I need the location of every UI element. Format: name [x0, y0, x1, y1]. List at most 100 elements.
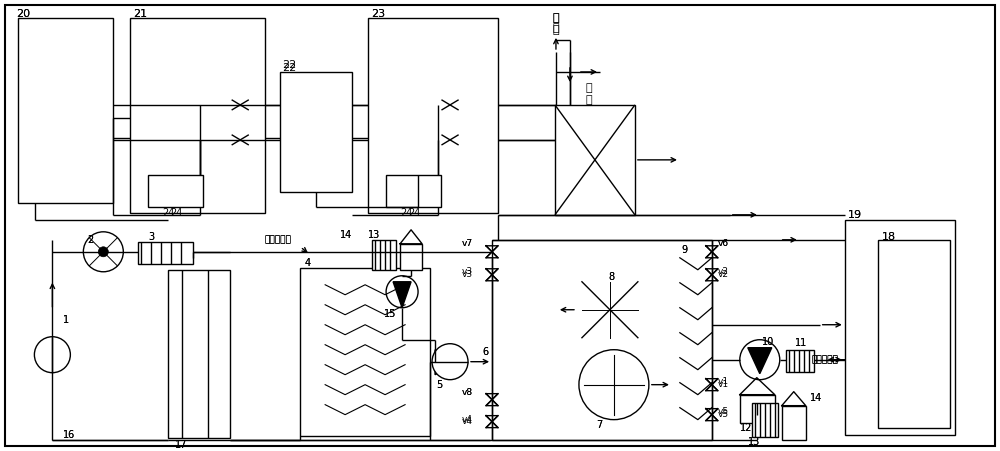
Text: 16: 16	[63, 430, 76, 440]
Text: 15: 15	[384, 309, 396, 319]
Text: v2: v2	[718, 270, 729, 279]
Bar	[786, 350, 814, 372]
Circle shape	[98, 247, 108, 257]
Text: 4: 4	[304, 258, 310, 268]
Bar	[878, 240, 950, 428]
Text: v6: v6	[718, 239, 729, 249]
Text: 1: 1	[63, 315, 69, 325]
Bar	[492, 240, 712, 440]
Bar	[18, 18, 113, 203]
Text: 24: 24	[408, 208, 420, 218]
Text: v5: v5	[718, 407, 729, 416]
Text: 5: 5	[436, 380, 442, 390]
Text: v1: v1	[718, 377, 729, 386]
Circle shape	[432, 344, 468, 380]
Text: v1: v1	[718, 380, 729, 389]
Text: 6: 6	[482, 347, 488, 357]
Circle shape	[579, 350, 649, 419]
Polygon shape	[748, 348, 772, 374]
Text: 22: 22	[282, 60, 296, 70]
Text: 4: 4	[304, 258, 310, 268]
Text: 自来水供水: 自来水供水	[812, 355, 839, 364]
Text: 17: 17	[175, 440, 188, 450]
Text: 13: 13	[368, 230, 380, 240]
Text: 10: 10	[762, 337, 774, 347]
Text: 6: 6	[482, 347, 488, 357]
Bar	[148, 175, 203, 207]
Text: 24: 24	[400, 208, 412, 218]
Text: 电: 电	[586, 83, 592, 93]
Circle shape	[386, 276, 418, 308]
Text: 3: 3	[148, 232, 154, 242]
Text: 17: 17	[175, 440, 188, 450]
Text: v8: v8	[462, 388, 473, 397]
Text: 9: 9	[682, 245, 688, 255]
Text: 自来水供水: 自来水供水	[264, 235, 291, 244]
Text: 12: 12	[740, 423, 752, 433]
Text: 19: 19	[848, 210, 862, 220]
Text: 电: 电	[553, 13, 559, 23]
Text: v3: v3	[462, 267, 473, 276]
Circle shape	[740, 340, 780, 380]
Text: 20: 20	[16, 9, 31, 19]
Text: 12: 12	[740, 423, 752, 433]
Bar	[752, 403, 778, 437]
Text: 1: 1	[63, 315, 69, 325]
Bar	[845, 220, 955, 435]
Text: 网: 网	[553, 23, 559, 33]
Text: 2: 2	[87, 235, 94, 245]
Bar	[130, 18, 265, 213]
Text: 9: 9	[682, 245, 688, 255]
Text: 13: 13	[748, 437, 760, 446]
Text: 11: 11	[795, 338, 807, 348]
Bar	[372, 240, 396, 270]
Text: v7: v7	[462, 239, 473, 249]
Text: 3: 3	[148, 232, 154, 242]
Text: 池: 池	[586, 95, 592, 105]
Text: 19: 19	[848, 210, 862, 220]
Text: 15: 15	[384, 309, 396, 319]
Text: v8: v8	[462, 388, 473, 397]
Text: 24: 24	[162, 208, 175, 218]
Text: v4: v4	[462, 417, 473, 426]
Bar	[400, 244, 422, 270]
Bar	[555, 105, 635, 215]
Polygon shape	[435, 350, 460, 375]
Text: 7: 7	[596, 419, 602, 430]
Text: 2: 2	[87, 235, 94, 245]
Circle shape	[83, 232, 123, 272]
Text: 10: 10	[762, 337, 774, 347]
Text: 自来水供水: 自来水供水	[812, 355, 839, 364]
Bar	[168, 270, 230, 437]
Text: 13: 13	[748, 437, 760, 446]
Text: 18: 18	[882, 232, 896, 242]
Circle shape	[34, 337, 70, 373]
Text: 网: 网	[553, 25, 559, 35]
Bar	[138, 242, 193, 264]
Text: v7: v7	[462, 239, 473, 249]
Text: 14: 14	[340, 230, 352, 240]
Text: 21: 21	[133, 9, 147, 19]
Text: v2: v2	[718, 267, 729, 276]
Text: 14: 14	[810, 393, 822, 403]
Text: v3: v3	[462, 270, 473, 279]
Text: 11: 11	[795, 338, 807, 348]
Text: 22: 22	[282, 63, 296, 73]
Text: 13: 13	[368, 230, 380, 240]
Text: 21: 21	[133, 9, 147, 19]
Text: 电: 电	[553, 13, 559, 23]
Text: 8: 8	[608, 272, 614, 282]
Bar	[386, 175, 441, 207]
Bar	[300, 268, 430, 436]
Bar	[368, 18, 498, 213]
Bar	[280, 72, 352, 192]
Text: 18: 18	[882, 232, 896, 242]
Text: 14: 14	[810, 393, 822, 403]
Text: v5: v5	[718, 410, 729, 419]
Bar	[740, 395, 775, 423]
Bar	[782, 405, 806, 440]
Text: 16: 16	[63, 430, 76, 440]
Text: 7: 7	[596, 419, 602, 430]
Text: 23: 23	[371, 9, 385, 19]
Text: 24: 24	[170, 208, 183, 218]
